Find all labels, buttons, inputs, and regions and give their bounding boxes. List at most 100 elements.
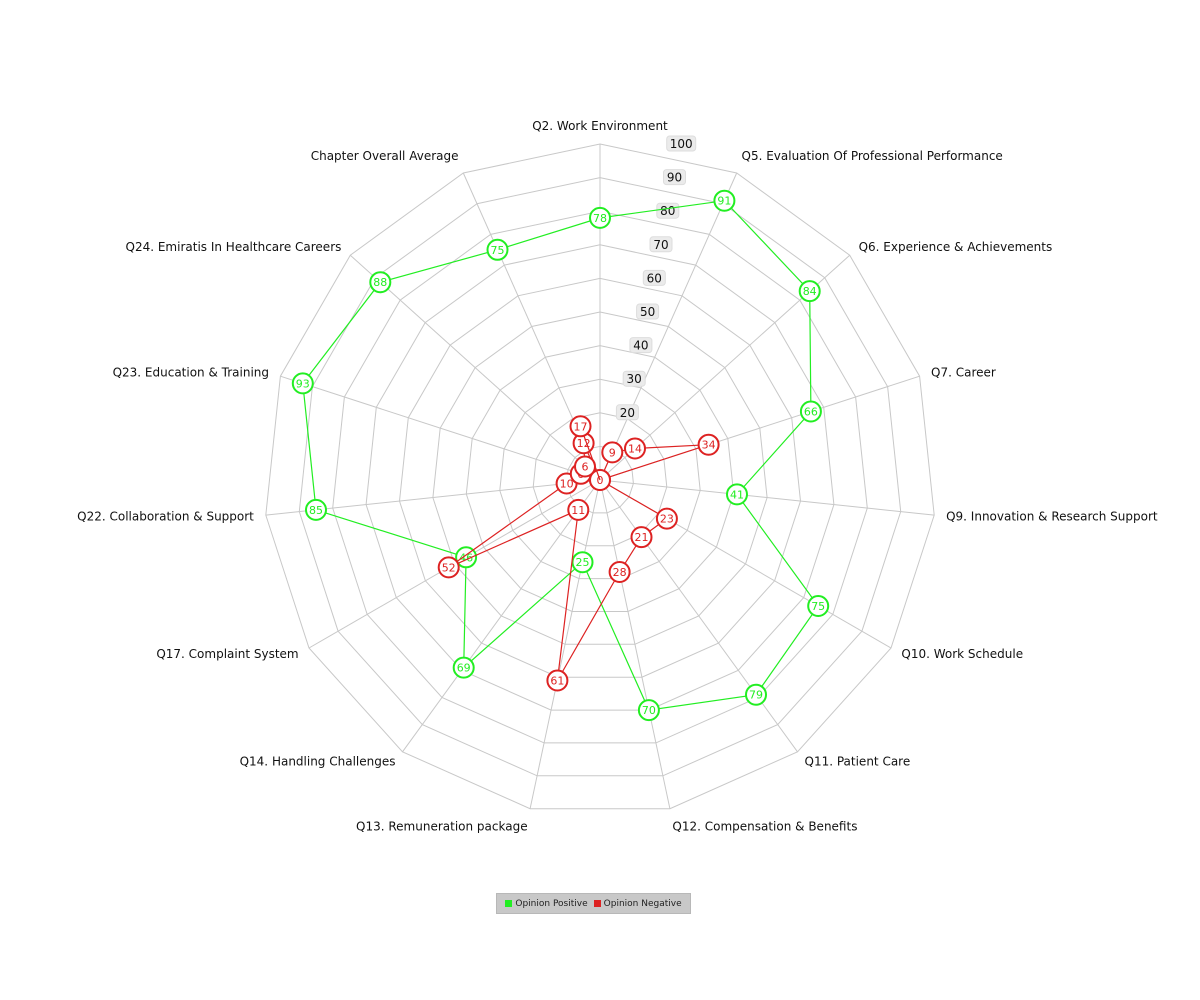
axis-labels: Q2. Work Environment Q5. Evaluation Of Pr… <box>77 119 1158 833</box>
svg-text:90: 90 <box>667 171 682 185</box>
data-point[interactable]: 93 <box>291 372 314 395</box>
tick-label: 40 <box>629 337 653 354</box>
grid-ring <box>265 143 935 810</box>
data-point[interactable]: 75 <box>486 238 509 261</box>
data-label: 14 <box>628 443 642 456</box>
legend-item-negative: Opinion Negative <box>593 898 682 909</box>
data-label: 23 <box>660 513 674 526</box>
data-point[interactable]: 84 <box>798 280 821 303</box>
data-label: 52 <box>442 561 456 574</box>
axis-label: Q10. Work Schedule <box>901 647 1023 661</box>
axis-spoke <box>599 479 798 753</box>
grid-ring <box>432 311 768 645</box>
data-point[interactable]: 9 <box>601 441 624 464</box>
data-series: 7891846641757970256946859388750914340232… <box>291 189 830 722</box>
data-label: 61 <box>550 675 564 688</box>
data-label: 34 <box>702 439 716 452</box>
tick-label: 30 <box>622 370 646 387</box>
legend-item-positive: Opinion Positive <box>505 898 588 909</box>
axis-label: Q9. Innovation & Research Support <box>946 509 1158 523</box>
data-label: 41 <box>730 488 744 501</box>
axis-spoke <box>349 254 601 481</box>
axis-label: Q12. Compensation & Benefits <box>672 819 857 833</box>
svg-text:50: 50 <box>640 305 655 319</box>
data-label: 84 <box>803 285 817 298</box>
data-point[interactable]: 17 <box>569 415 592 438</box>
data-point[interactable]: 66 <box>799 400 822 423</box>
data-point[interactable]: 91 <box>713 189 736 212</box>
tick-label: 80 <box>656 202 680 219</box>
data-point[interactable]: 14 <box>624 437 646 460</box>
legend-label-negative: Opinion Negative <box>603 898 682 909</box>
legend-swatch-positive <box>505 900 513 907</box>
data-point[interactable]: 11 <box>567 498 590 521</box>
data-label: 79 <box>749 689 763 702</box>
legend-label-positive: Opinion Positive <box>515 898 588 909</box>
tick-label: 90 <box>663 169 686 186</box>
data-label: 70 <box>642 704 656 717</box>
data-label: 75 <box>811 600 825 613</box>
data-label: 91 <box>717 195 731 208</box>
data-label: 0 <box>597 474 604 487</box>
data-label: 11 <box>571 504 585 517</box>
data-point[interactable]: 88 <box>369 271 392 294</box>
chart-legend: Opinion Positive Opinion Negative <box>496 893 691 914</box>
axis-spoke <box>402 479 601 753</box>
data-label: 12 <box>577 437 591 450</box>
axis-label: Q23. Education & Training <box>113 366 269 380</box>
data-label: 6 <box>582 461 589 474</box>
axis-label: Q22. Collaboration & Support <box>77 509 254 523</box>
data-point[interactable]: 23 <box>655 507 678 530</box>
axis-label: Q2. Work Environment <box>532 119 668 133</box>
data-label: 28 <box>613 566 627 579</box>
axis-label: Q14. Handling Challenges <box>240 755 396 769</box>
data-label: 93 <box>296 377 310 390</box>
grid-ring <box>398 277 802 678</box>
data-label: 17 <box>574 420 588 433</box>
axis-label: Q24. Emiratis In Healthcare Careers <box>126 240 342 254</box>
data-point[interactable]: 52 <box>437 556 460 579</box>
radial-tick-labels: 20 30 40 50 60 70 80 90 100 <box>615 135 697 421</box>
data-point[interactable]: 61 <box>546 669 569 692</box>
data-label: 9 <box>609 446 616 459</box>
data-point[interactable]: 25 <box>571 551 594 574</box>
data-label: 75 <box>491 244 505 257</box>
series-1: 091434023212861115210661217 <box>437 415 720 692</box>
data-point[interactable]: 34 <box>697 433 720 456</box>
grid-ring <box>465 345 735 612</box>
svg-text:100: 100 <box>670 137 693 151</box>
data-label: 85 <box>309 504 323 517</box>
data-point[interactable]: 28 <box>608 561 631 583</box>
svg-text:20: 20 <box>620 406 635 420</box>
data-point[interactable]: 21 <box>630 526 653 549</box>
axis-label: Q6. Experience & Achievements <box>859 240 1053 254</box>
data-label: 78 <box>593 212 607 225</box>
data-point[interactable]: 75 <box>807 595 830 617</box>
data-point[interactable]: 70 <box>637 699 660 722</box>
data-label: 69 <box>457 662 471 675</box>
axis-label: Q11. Patient Care <box>805 755 911 769</box>
tick-label: 50 <box>636 303 660 320</box>
grid-ring <box>499 378 701 580</box>
data-point[interactable]: 78 <box>589 206 611 229</box>
grid-ring <box>566 445 634 514</box>
axis-spoke <box>599 479 935 516</box>
axis-spoke <box>280 375 601 481</box>
axis-label: Q17. Complaint System <box>156 647 298 661</box>
data-label: 25 <box>576 556 590 569</box>
data-point[interactable]: 69 <box>452 656 475 679</box>
data-point[interactable]: 41 <box>726 483 748 506</box>
series-line <box>302 200 819 711</box>
grid-ring <box>298 177 902 777</box>
axis-label: Chapter Overall Average <box>311 149 459 163</box>
data-point[interactable]: 79 <box>745 683 767 706</box>
grid-ring <box>332 210 868 744</box>
axis-label: Q5. Evaluation Of Professional Performan… <box>742 149 1003 163</box>
data-point[interactable]: 85 <box>305 498 327 521</box>
tick-label: 20 <box>615 404 639 421</box>
data-label: 66 <box>804 406 818 419</box>
svg-text:70: 70 <box>653 238 668 252</box>
axis-spoke <box>529 479 601 809</box>
